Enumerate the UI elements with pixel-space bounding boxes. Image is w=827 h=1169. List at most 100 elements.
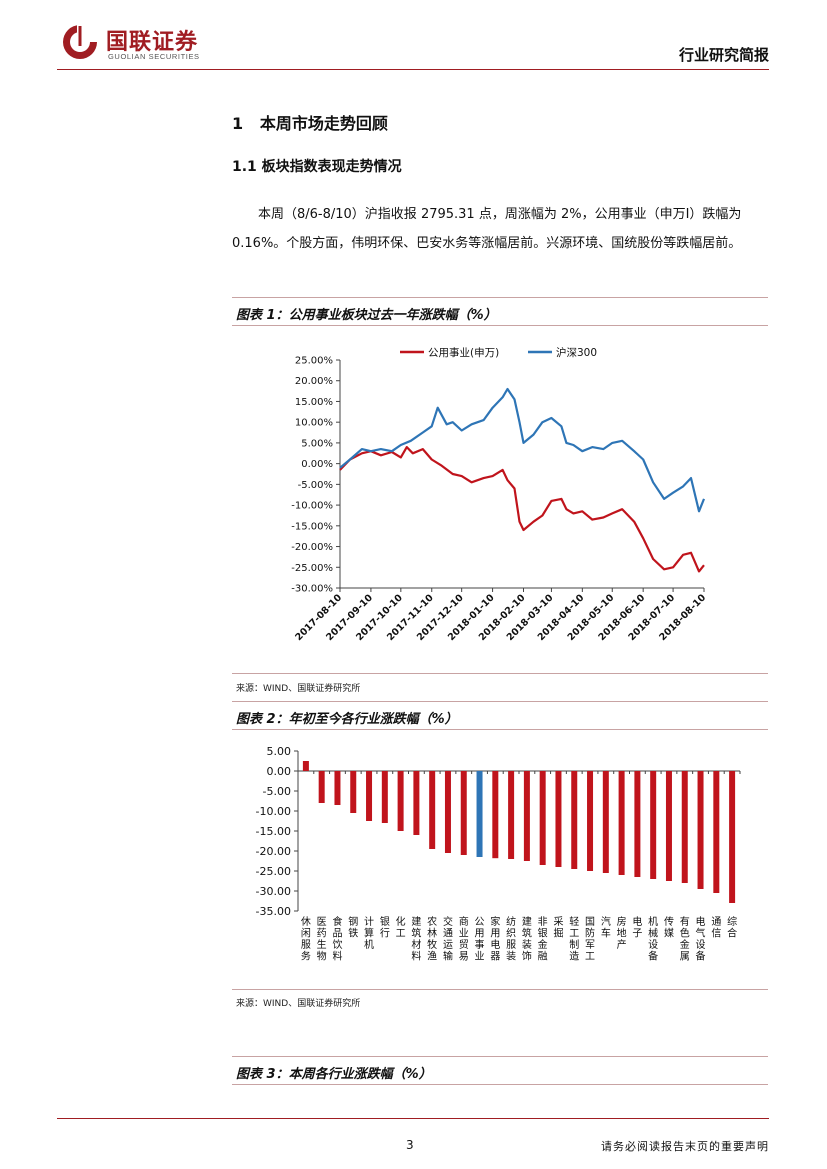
figure-3-title: 图表 3：本周各行业涨跌幅（%） <box>236 1067 432 1082</box>
figure-1-source: 来源：WIND、国联证券研究所 <box>236 684 361 694</box>
bar <box>350 771 357 813</box>
y-tick-label: -25.00% <box>291 563 333 574</box>
figure-2-title-rule <box>232 729 768 730</box>
bar <box>587 771 594 871</box>
bar-chart: 5.00 0.00 -5.00 -10.00 -15.00 -20.00 -25.00 -30… <box>256 745 741 963</box>
y-tick-label: 5.00 <box>267 745 292 758</box>
company-name-cn: 国联证券 <box>106 30 199 55</box>
bar <box>476 771 483 857</box>
x-tick-label: 建筑装饰 <box>522 915 532 963</box>
y-tick-label: -20.00 <box>256 845 291 858</box>
x-tick-label: 房地产 <box>617 915 627 951</box>
figure-3-title-rule <box>232 1084 768 1085</box>
x-tick-label: 家用电器 <box>490 915 500 963</box>
x-tick-label: 纺织服装 <box>506 915 516 963</box>
x-tick-label: 休闲服务 <box>301 916 311 963</box>
bar <box>334 771 341 805</box>
y-tick-label: -5.00 <box>263 785 291 798</box>
y-tick-label: -20.00% <box>291 542 333 553</box>
x-tick-label: 农林牧渔 <box>427 915 437 963</box>
bar <box>634 771 641 877</box>
figure-2-bottom-rule <box>232 989 768 990</box>
x-tick-label: 化工 <box>396 915 406 940</box>
bar <box>618 771 625 875</box>
bar <box>460 771 467 855</box>
header-divider <box>57 69 769 70</box>
legend-label: 沪深300 <box>556 346 597 359</box>
x-tick-label: 轻工制造 <box>569 915 579 963</box>
x-tick-label: 有色金属 <box>680 915 690 963</box>
figure-1-bottom-rule <box>232 673 768 674</box>
y-tick-label: -30.00% <box>291 584 333 595</box>
bar <box>729 771 736 903</box>
bar <box>539 771 546 865</box>
bar <box>571 771 578 869</box>
legend-label: 公用事业(申万) <box>428 346 499 359</box>
x-tick-label: 通信 <box>711 916 721 940</box>
x-tick-label: 机械设备 <box>648 915 658 963</box>
x-tick-label: 综合 <box>727 915 737 940</box>
x-tick-label: 建筑材料 <box>411 915 421 963</box>
x-tick-label: 采掘 <box>553 916 563 940</box>
y-tick-label: -35.00 <box>256 905 291 918</box>
report-type: 行业研究简报 <box>678 46 769 64</box>
bar <box>302 761 309 771</box>
bar <box>681 771 688 883</box>
bar <box>523 771 530 861</box>
y-tick-label: 25.00% <box>295 356 333 367</box>
x-tick-label: 传媒 <box>664 916 674 940</box>
bar <box>413 771 420 835</box>
body-paragraph-text: 本周（8/6-8/10）沪指收报 2795.31 点，周涨幅为 2%，公用事业（… <box>232 207 742 251</box>
bar <box>508 771 515 859</box>
x-tick-label: 电子 <box>632 915 642 940</box>
x-tick-label: 交通运输 <box>443 915 453 963</box>
section-heading: 1 本周市场走势回顾 <box>232 114 388 133</box>
bar <box>444 771 451 853</box>
figure-1-title: 图表 1：公用事业板块过去一年涨跌幅（%） <box>236 308 497 323</box>
x-tick-label: 银行 <box>380 915 390 940</box>
subsection-heading: 1.1 板块指数表现走势情况 <box>232 159 402 175</box>
y-tick-label: 0.00 <box>267 765 292 778</box>
company-name-en: GUOLIAN SECURITIES <box>108 52 200 61</box>
bar <box>665 771 672 881</box>
x-tick-label: 国防军工 <box>585 916 595 963</box>
y-tick-label: -5.00% <box>298 480 333 491</box>
page-number: 3 <box>406 1138 414 1152</box>
bar <box>366 771 373 821</box>
bar <box>318 771 325 803</box>
figure-2-top-rule <box>232 701 768 702</box>
x-tick-label: 公用事业 <box>475 917 485 963</box>
y-tick-label: 5.00% <box>301 438 333 449</box>
bar <box>492 771 499 859</box>
company-logo-icon <box>63 24 97 59</box>
x-tick-label: 计算机 <box>364 915 374 951</box>
bar <box>650 771 657 879</box>
bar <box>381 771 388 823</box>
footer-disclaimer: 请务必阅读报告末页的重要声明 <box>601 1140 769 1153</box>
series-line-1 <box>339 445 705 573</box>
y-tick-label: 10.00% <box>295 418 333 429</box>
bar <box>697 771 704 889</box>
y-tick-label: 15.00% <box>295 397 333 408</box>
x-tick-label: 钢铁 <box>348 915 358 940</box>
bar <box>397 771 404 831</box>
x-tick-label: 电气设备 <box>696 915 706 963</box>
x-tick-label: 商业贸易 <box>459 915 469 963</box>
line-chart: 25.00% 20.00% 15.00% 10.00% 5.00% 0.00% -5.00%… <box>291 346 708 643</box>
y-tick-label: -15.00 <box>256 825 291 838</box>
x-tick-label: 医药生物 <box>317 916 327 963</box>
y-tick-label: 20.00% <box>295 376 333 387</box>
bar <box>602 771 609 873</box>
x-tick-label: 食品饮料 <box>332 915 342 963</box>
figure-2-source: 来源：WIND、国联证券研究所 <box>236 999 361 1009</box>
y-tick-label: -30.00 <box>256 885 291 898</box>
y-tick-label: -10.00% <box>291 501 333 512</box>
footer-divider <box>57 1118 769 1119</box>
bar <box>429 771 436 849</box>
series-line-2 <box>339 387 706 513</box>
x-tick-label: 汽车 <box>601 915 611 940</box>
figure-2-title: 图表 2：年初至今各行业涨跌幅（%） <box>236 712 458 727</box>
figure-1-title-rule <box>232 325 768 326</box>
bar <box>713 771 720 893</box>
figure-1-top-rule <box>232 297 768 298</box>
